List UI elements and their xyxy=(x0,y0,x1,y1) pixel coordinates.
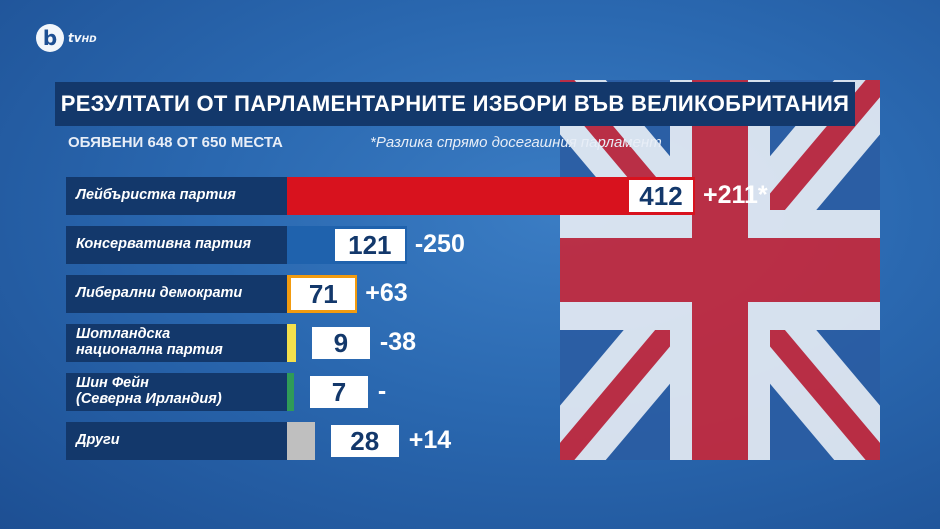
value-label: 71 xyxy=(291,278,356,310)
value-label: 28 xyxy=(330,425,399,457)
logo-tv: tv xyxy=(68,31,82,45)
category-label: Консервативна партия xyxy=(66,226,287,264)
category-label: Лейбъристка партия xyxy=(66,177,287,215)
union-jack-background xyxy=(560,80,880,460)
category-label: Други xyxy=(66,422,287,460)
category-label: Либерални демократи xyxy=(66,275,287,313)
change-label: +14 xyxy=(408,426,452,454)
logo-hd: HD xyxy=(81,35,97,45)
title-bar: РЕЗУЛТАТИ ОТ ПАРЛАМЕНТАРНИТЕ ИЗБОРИ ВЪВ … xyxy=(55,82,855,126)
chart-title: РЕЗУЛТАТИ ОТ ПАРЛАМЕНТАРНИТЕ ИЗБОРИ ВЪВ … xyxy=(60,91,850,116)
bar xyxy=(287,324,296,362)
bar xyxy=(287,373,294,411)
chart-footnote: *Разлика спрямо досегашния парламент xyxy=(370,134,662,151)
change-label: - xyxy=(377,377,387,405)
btv-logo: b tvHD xyxy=(36,24,97,52)
value-label: 121 xyxy=(334,229,405,261)
change-label: +63 xyxy=(365,279,408,307)
change-label: -38 xyxy=(379,328,417,356)
change-label: -250 xyxy=(414,230,465,258)
category-label: Шотландска национална партия xyxy=(66,324,287,362)
bar xyxy=(287,177,695,215)
value-label: 7 xyxy=(309,376,368,408)
btv-logo-text: tvHD xyxy=(68,31,97,45)
btv-logo-mark: b xyxy=(36,24,64,52)
category-label: Шин Фейн (Северна Ирландия) xyxy=(66,373,287,411)
change-label: +211* xyxy=(703,181,768,209)
value-label: 412 xyxy=(629,180,693,212)
value-label: 9 xyxy=(311,327,370,359)
chart-subtitle: ОБЯВЕНИ 648 ОТ 650 МЕСТА xyxy=(68,134,283,151)
bar xyxy=(287,422,315,460)
